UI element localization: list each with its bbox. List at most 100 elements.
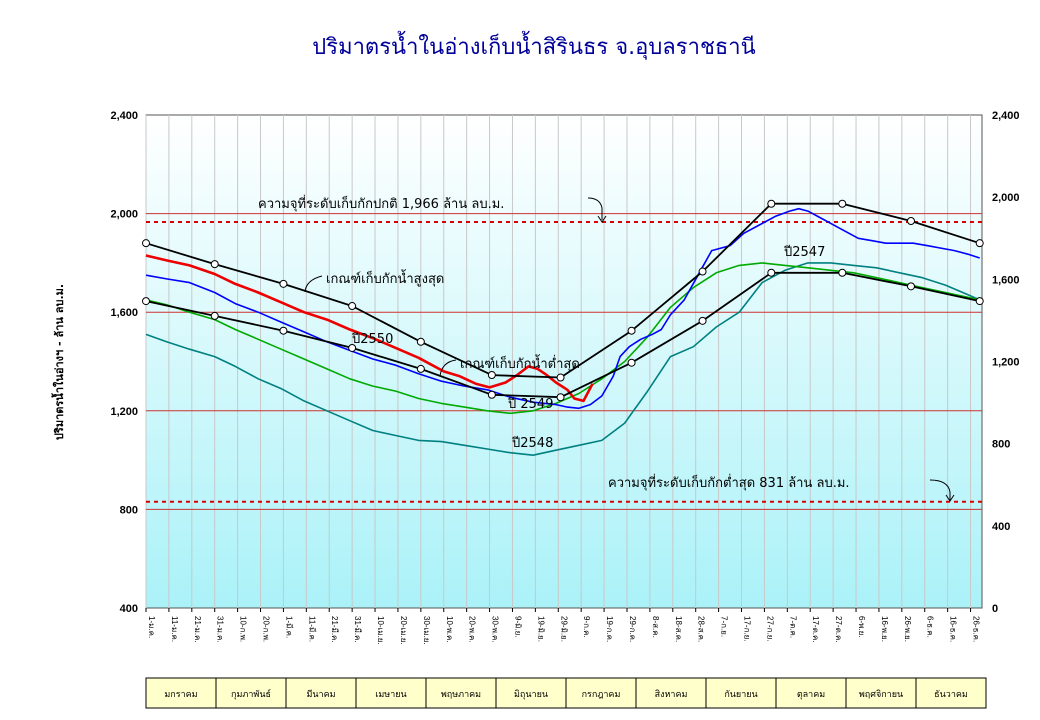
series-2547-label: ปี2547	[783, 244, 825, 260]
month-cell	[635, 677, 707, 709]
series-2549-label: ปี 2549	[507, 396, 553, 412]
y-axis-right: 0 400 800 1,200 1,600 2,000 2,400	[992, 110, 1020, 615]
rule-point	[627, 358, 636, 367]
month-label: สิงหาคม	[655, 689, 688, 700]
rule-point	[487, 390, 496, 399]
x-tick-label: 6-ธ.ค.	[926, 616, 935, 638]
x-tick-label: 31-ม.ค.	[216, 616, 225, 643]
rule-point	[767, 268, 776, 277]
upper-rule-pointer	[304, 275, 323, 293]
x-tick-label: 7-ก.ย.	[720, 616, 729, 637]
rule-point	[142, 297, 150, 306]
rule-point	[838, 268, 847, 277]
y2-tick-label: 0	[992, 603, 998, 615]
x-tick-label: 29-ก.ค.	[628, 616, 637, 642]
month-label: กันยายน	[724, 690, 757, 700]
month-label: ตุลาคม	[797, 690, 825, 700]
x-tick-label: 29-มิ.ย.	[559, 616, 568, 642]
x-tick-label: 31-มี.ค.	[353, 616, 362, 643]
month-cell	[705, 677, 777, 709]
rule-point	[556, 393, 565, 402]
x-tick-label: 10-พ.ค.	[445, 616, 454, 643]
series-2548-label: ปี2548	[511, 435, 553, 451]
x-tick-label: 20-ก.พ.	[262, 616, 271, 642]
x-tick-label: 9-มิ.ย.	[513, 616, 522, 638]
month-cell	[565, 677, 637, 709]
series-group	[142, 199, 984, 457]
x-tick-label: 17-ต.ค.	[811, 616, 820, 643]
rule-point	[627, 326, 636, 335]
rule-point	[279, 279, 288, 288]
x-tick-label: 6-พ.ย.	[857, 616, 866, 638]
upper-reference-arrow	[587, 197, 603, 220]
rule-point	[416, 337, 425, 346]
y-tick-label: 1,600	[110, 307, 138, 319]
series-2550-label: ปี2550	[351, 331, 393, 347]
x-tick-label: 1-ม.ค.	[147, 616, 156, 638]
month-label: มกราคม	[164, 690, 197, 700]
x-tick-label: 27-ต.ค.	[834, 616, 843, 643]
month-cell	[845, 677, 917, 709]
y-tick-label: 800	[120, 504, 138, 516]
month-label: มีนาคม	[306, 689, 335, 700]
month-label: กุมภาพันธ์	[231, 688, 271, 700]
y-tick-label: 2,400	[110, 110, 138, 122]
y2-tick-label: 1,200	[992, 357, 1020, 369]
x-axis: 1-ม.ค. 11-ม.ค. 21-ม.ค. 31-ม.ค. 10-ก.พ. 20-ก.พ…	[145, 608, 981, 645]
rule-point	[142, 239, 150, 248]
x-tick-label: 10-เม.ย.	[376, 616, 385, 645]
upper-rule-label: เกณฑ์เก็บกักน้ำสูงสุด	[326, 269, 444, 287]
rule-point	[906, 216, 915, 225]
rule-point	[975, 239, 984, 248]
rule-point	[975, 297, 984, 306]
y-tick-label: 1,200	[110, 406, 138, 418]
vertical-gridlines	[145, 115, 972, 608]
x-tick-label: 21-ม.ค.	[193, 616, 202, 643]
y-axis-label: ปริมาตรน้ำในอ่างฯ - ล้าน ลบ.ม.	[51, 284, 66, 440]
x-tick-label: 20-เม.ย.	[399, 616, 408, 645]
reference-lines	[146, 220, 982, 503]
month-label: พฤษภาคม	[441, 690, 481, 700]
lower-reference-label: ความจุที่ระดับเก็บกักต่ำสุด 831 ล้าน ลบ.…	[608, 473, 850, 491]
x-tick-label: 11-มี.ค.	[307, 616, 316, 642]
rule-point	[348, 343, 357, 352]
lower-rule-label: เกณฑ์เก็บกักน้ำต่ำสุด	[460, 354, 580, 372]
x-tick-label: 11-ม.ค.	[170, 616, 179, 642]
horizontal-gridlines	[146, 213, 982, 510]
y2-tick-label: 800	[992, 439, 1010, 451]
rule-point	[698, 316, 707, 325]
y-tick-label: 2,000	[110, 209, 138, 221]
series-line	[145, 254, 594, 403]
x-tick-label: 27-ก.ย.	[765, 616, 774, 642]
x-tick-label: 1-มี.ค.	[284, 616, 293, 638]
x-tick-label: 30-เม.ย.	[422, 616, 431, 645]
rule-point	[279, 326, 288, 335]
x-tick-label: 21-มี.ค.	[330, 616, 339, 643]
x-tick-label: 19-มิ.ย.	[536, 616, 545, 642]
x-tick-label: 10-ก.พ.	[239, 616, 248, 642]
x-tick-label: 26-พ.ย.	[903, 616, 912, 642]
upper-reference-label: ความจุที่ระดับเก็บกักปกติ 1,966 ล้าน ลบ.…	[258, 194, 504, 212]
y2-tick-label: 2,000	[992, 192, 1020, 204]
rule-point	[556, 373, 565, 382]
rule-point	[767, 199, 776, 208]
rule-point	[487, 371, 496, 380]
month-label: พฤศจิกายน	[859, 689, 903, 700]
rule-point	[698, 267, 707, 276]
series-line	[145, 262, 981, 457]
month-label: กรกฎาคม	[582, 690, 621, 700]
rule-point	[838, 199, 847, 208]
x-tick-label: 28-ส.ค.	[697, 616, 706, 642]
month-label: ธันวาคม	[934, 690, 968, 700]
series-line	[145, 262, 980, 415]
y2-tick-label: 2,400	[992, 110, 1020, 122]
x-tick-label: 7-ต.ค.	[788, 616, 797, 638]
month-label: มิถุนายน	[514, 689, 548, 700]
rule-point	[348, 302, 357, 311]
x-tick-label: 9-ก.ค.	[582, 616, 591, 638]
x-tick-label: 19-ก.ค.	[605, 616, 614, 642]
upper-arrow-head	[597, 215, 607, 223]
month-cell	[915, 677, 987, 709]
rule-point	[210, 311, 219, 320]
